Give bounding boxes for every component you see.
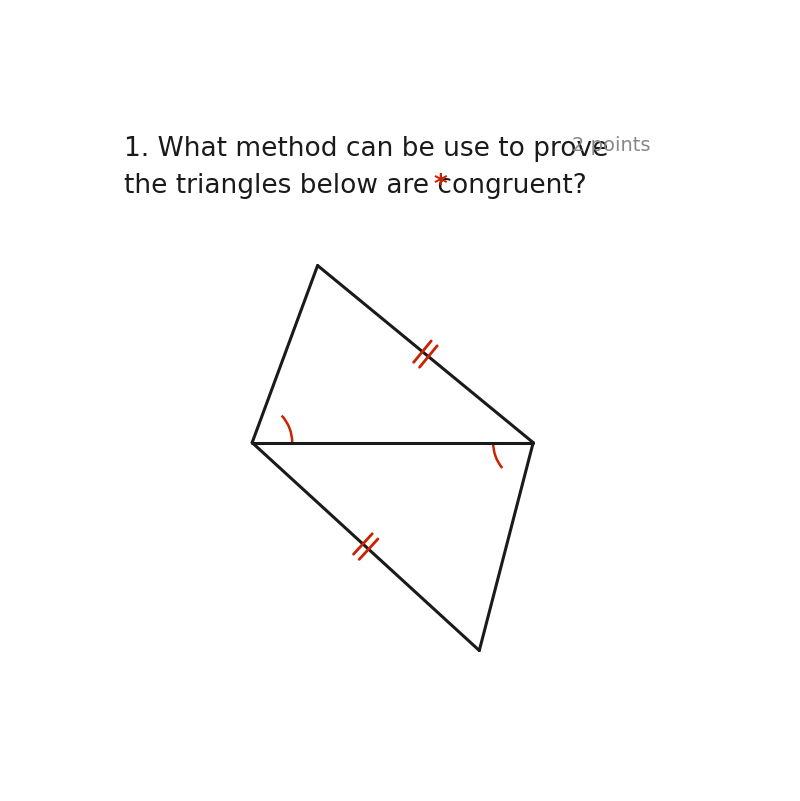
Text: *: * [433, 173, 447, 199]
Text: the triangles below are congruent?: the triangles below are congruent? [123, 173, 594, 199]
Text: 2 points: 2 points [572, 136, 650, 155]
Text: 1. What method can be use to prove: 1. What method can be use to prove [123, 136, 608, 162]
